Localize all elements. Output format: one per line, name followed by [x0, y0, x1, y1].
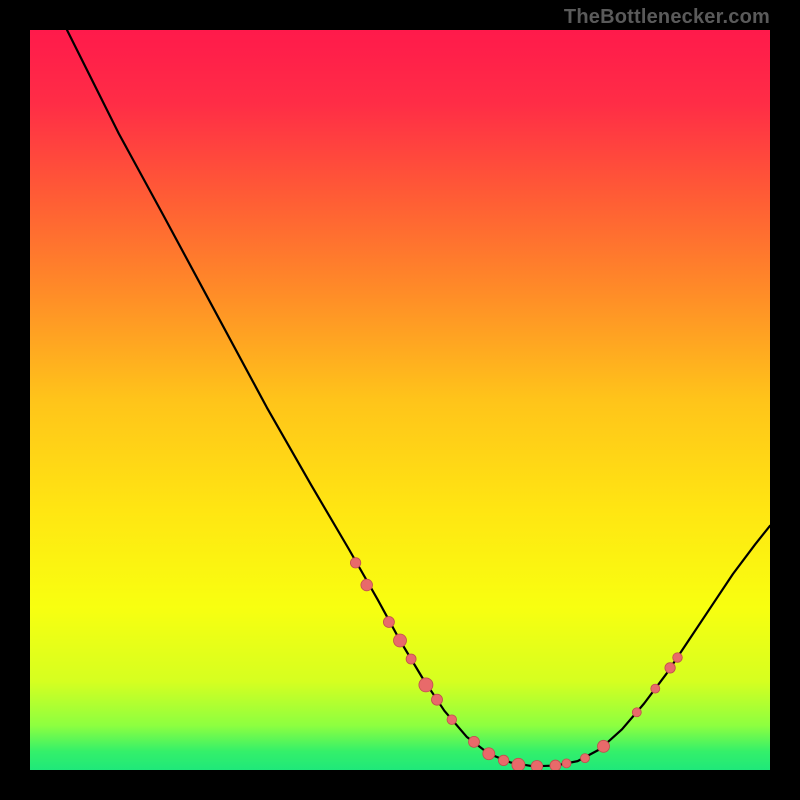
plot-area [30, 30, 770, 770]
data-point [483, 748, 495, 760]
data-point [406, 654, 416, 664]
data-point [447, 715, 457, 725]
data-point [632, 708, 641, 717]
data-point [651, 684, 660, 693]
data-point [383, 617, 394, 628]
marker-layer [350, 558, 682, 770]
data-point [665, 663, 675, 673]
data-point [419, 678, 433, 692]
data-point [550, 760, 561, 770]
data-point [469, 736, 480, 747]
data-point [498, 755, 508, 765]
data-point [361, 579, 373, 591]
data-point [673, 653, 683, 663]
data-point [432, 694, 443, 705]
data-point [581, 754, 590, 763]
chart-frame: TheBottlenecker.com [0, 0, 800, 800]
data-point [598, 740, 610, 752]
data-point [512, 758, 525, 770]
data-point [394, 634, 407, 647]
bottleneck-curve [67, 30, 770, 766]
data-point [562, 759, 571, 768]
data-point [350, 558, 360, 568]
data-point [531, 761, 543, 771]
watermark-text: TheBottlenecker.com [564, 6, 770, 29]
chart-svg [30, 30, 770, 770]
